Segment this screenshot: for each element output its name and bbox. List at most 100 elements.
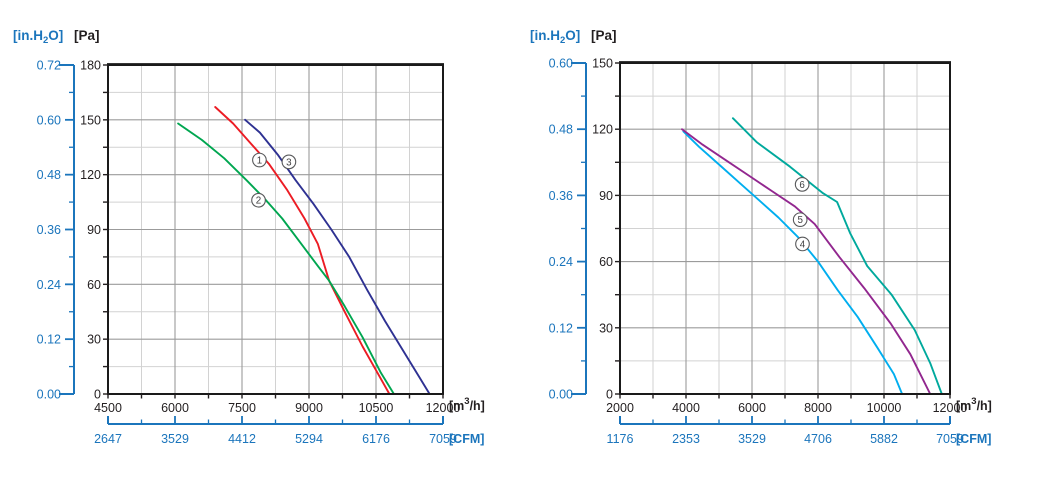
cfm-tick-label: 3529 [738,432,766,446]
curve-number-circle [794,177,810,192]
fan-curve-6 [731,117,943,395]
right-fan-curve: 0 30 60 90 120 150 2000 4000 6000 8000 10000 12000 0… [530,28,992,446]
pa-tick-label: 150 [80,113,101,127]
cfm-tick-label: 6176 [362,432,390,446]
curve-number-text: 6 [799,180,805,191]
flow-unit-cfm-label: [CFM] [956,432,991,446]
pa-tick-label: 180 [80,59,101,73]
m3h-pre: [m [956,399,971,413]
cfm-axis: 1176 2353 3529 4706 5882 7059 [607,416,964,446]
pa-tick-label: 90 [87,223,101,237]
pa-tick-label: 150 [592,57,613,71]
grid [108,65,443,394]
curve-number-badge-5: 5 [792,212,808,228]
curve-number-circle [251,192,266,208]
cfm-tick-label: 1176 [607,432,634,446]
curves [177,106,431,395]
pa-tick-label: 0 [606,388,613,402]
flow-unit-m3h-label: [m3/h] [956,396,992,413]
m3h-post: /h] [470,399,485,413]
pressure-unit-inh2o-label: [in.H2O] [530,28,580,46]
m3h-sup: 3 [971,396,976,407]
pressure-unit-pa-label: [Pa] [591,28,617,43]
curve-number-badge-3: 3 [281,154,297,170]
inh2o-post: O] [565,28,580,43]
inh2o-post: O] [48,28,63,43]
inh2o-tick-label: 0.60 [549,57,573,71]
fan-curve-2 [177,122,395,395]
pressure-unit-inh2o-label: [in.H2O] [13,28,63,46]
pa-tick-label: 120 [80,168,101,182]
cfm-tick-label: 4706 [804,432,832,446]
flow-tick-label: 6000 [738,401,766,415]
inh2o-tick-label: 0.00 [549,388,573,402]
cfm-axis: 2647 3529 4412 5294 6176 7059 [94,416,457,446]
inh2o-tick-label: 0.12 [549,321,573,335]
flow-tick-label: 10500 [359,401,394,415]
curve-number-circle [281,154,297,170]
curve-number-badge-4: 4 [795,236,810,252]
m3h-post: /h] [977,399,992,413]
curve-number-text: 3 [286,157,292,168]
inh2o-tick-label: 0.48 [549,123,573,137]
pa-axis: 0 30 60 90 120 150 [592,57,620,402]
flow-tick-label: 9000 [295,401,323,415]
curve-number-text: 2 [256,196,261,207]
flow-unit-m3h-label: [m3/h] [449,396,485,413]
flow-axis: 2000 4000 6000 8000 10000 12000 [606,394,967,415]
curve-number-badge-1: 1 [252,152,267,168]
flow-tick-label: 12000 [426,401,461,415]
curves [681,117,943,395]
grid [620,63,950,394]
curve-number-circle [795,236,810,252]
curve-number-text: 1 [257,155,262,166]
cfm-tick-label: 7059 [936,432,964,446]
cfm-tick-label: 3529 [161,432,189,446]
inh2o-tick-label: 0.00 [37,388,61,402]
pa-tick-label: 30 [87,333,101,347]
flow-tick-label: 4500 [94,401,122,415]
cfm-tick-label: 4412 [228,432,256,446]
inh2o-tick-label: 0.72 [37,59,61,73]
flow-tick-label: 2000 [606,401,634,415]
inh2o-tick-label: 0.48 [37,168,61,182]
curve-number-circle [792,212,808,228]
curve-number-text: 4 [800,239,806,250]
m3h-sup: 3 [464,396,469,407]
cfm-tick-label: 5294 [295,432,323,446]
curve-number-text: 5 [797,215,803,226]
cfm-tick-label: 2647 [94,432,122,446]
pa-tick-label: 60 [87,278,101,292]
inh2o-pre: [in.H [530,28,560,43]
inh2o-tick-label: 0.12 [37,333,61,347]
pa-axis: 0 30 60 90 120 150 180 [80,59,108,402]
cfm-tick-label: 2353 [672,432,700,446]
inh2o-pre: [in.H [13,28,43,43]
inh2o-tick-label: 0.24 [549,255,573,269]
fan-curve-3 [244,118,431,395]
inh2o-tick-label: 0.24 [37,278,61,292]
curve-number-circle [252,152,267,168]
flow-unit-cfm-label: [CFM] [449,432,484,446]
fan-curve-1 [214,106,391,395]
curve-number-badge-6: 6 [794,177,810,192]
pa-tick-label: 60 [599,255,613,269]
flow-tick-label: 8000 [804,401,832,415]
flow-tick-label: 12000 [933,401,968,415]
inh2o-axis: 0.00 0.12 0.24 0.36 0.48 0.60 [549,57,587,402]
pa-tick-label: 0 [94,388,101,402]
fan-curve-4 [682,130,904,395]
flow-tick-label: 10000 [867,401,902,415]
pressure-unit-pa-label: [Pa] [74,28,100,43]
flow-tick-label: 7500 [228,401,256,415]
cfm-tick-label: 5882 [870,432,898,446]
inh2o-tick-label: 0.36 [37,223,61,237]
curve-number-badge-2: 2 [251,192,266,208]
inh2o-sub: 2 [43,35,48,46]
pa-tick-label: 120 [592,123,613,137]
pa-tick-label: 30 [599,321,613,335]
cfm-tick-label: 7059 [429,432,457,446]
